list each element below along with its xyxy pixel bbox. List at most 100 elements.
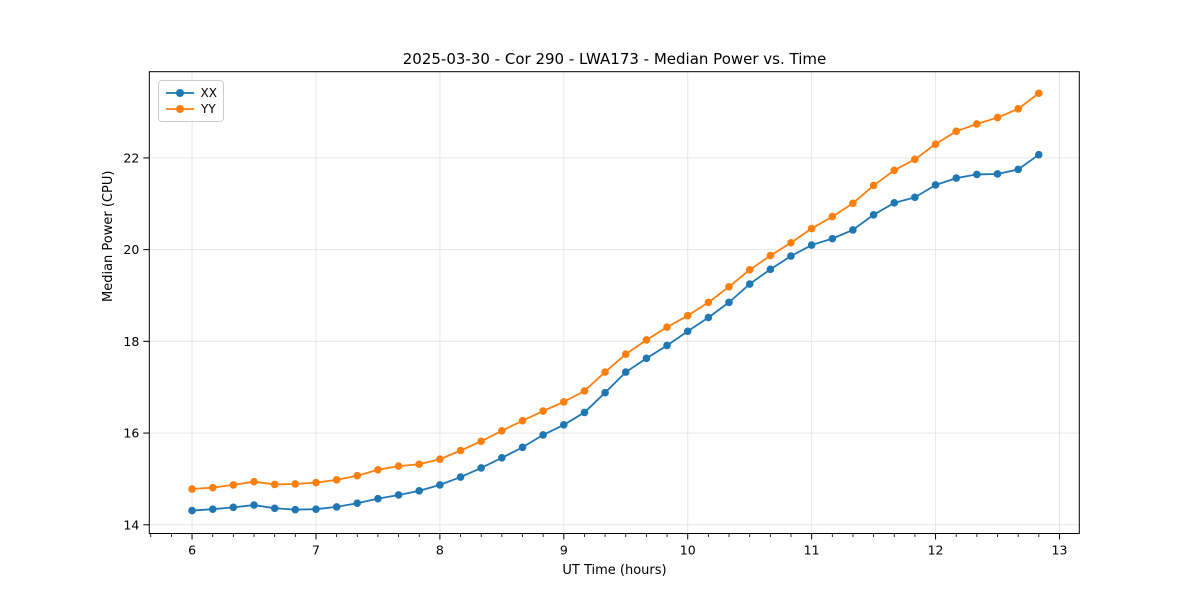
data-point-yy: [725, 282, 733, 291]
data-point-yy: [477, 437, 485, 446]
data-point-xx: [869, 210, 878, 219]
data-point-yy: [745, 266, 754, 274]
y-tick-label: 16: [123, 426, 139, 441]
data-point-xx: [601, 388, 609, 397]
data-point-xx: [394, 491, 403, 499]
data-point-xx: [580, 408, 589, 417]
data-point-yy: [642, 336, 651, 344]
x-tick-label: 8: [436, 543, 444, 558]
data-point-xx: [993, 170, 1002, 178]
legend-marker-xx-icon: [166, 89, 194, 97]
data-point-yy: [374, 465, 382, 474]
data-point-yy: [312, 478, 320, 487]
data-point-yy: [518, 416, 527, 425]
legend-item-yy: YY: [165, 101, 217, 117]
y-tick-label: 14: [123, 517, 139, 532]
data-point-yy: [807, 224, 816, 233]
x-axis-label: UT Time (hours): [562, 563, 667, 578]
data-point-xx: [518, 443, 527, 452]
series-line-xx: [191, 153, 1040, 512]
data-point-xx: [642, 354, 651, 363]
data-point-xx: [683, 327, 692, 336]
data-point-yy: [952, 127, 961, 136]
data-point-xx: [745, 280, 754, 288]
data-point-xx: [1014, 165, 1023, 174]
data-point-xx: [931, 181, 940, 189]
data-point-yy: [580, 387, 589, 395]
data-point-xx: [560, 421, 568, 429]
legend-dot: [176, 89, 184, 97]
x-tick-label: 12: [928, 543, 944, 558]
data-point-yy: [787, 238, 795, 247]
data-point-yy: [456, 446, 465, 455]
data-point-xx: [787, 252, 795, 260]
data-point-yy: [766, 251, 775, 260]
legend-item-xx: XX: [165, 85, 217, 101]
data-point-xx: [807, 241, 816, 249]
data-point-xx: [332, 503, 341, 511]
x-tick-label: 11: [804, 543, 820, 558]
data-point-xx: [849, 226, 857, 234]
data-point-xx: [828, 234, 837, 243]
y-tick-label: 20: [123, 242, 139, 257]
data-point-yy: [291, 480, 300, 488]
data-point-xx: [270, 504, 279, 513]
data-point-xx: [725, 298, 733, 307]
x-tick-label: 7: [312, 543, 320, 558]
data-point-yy: [270, 480, 279, 489]
data-point-xx: [291, 505, 300, 514]
data-point-yy: [394, 462, 403, 470]
data-point-yy: [601, 368, 609, 376]
data-point-yy: [890, 166, 899, 175]
x-tick-label: 10: [680, 543, 696, 558]
data-point-yy: [621, 350, 630, 358]
data-point-yy: [188, 485, 196, 493]
data-point-yy: [1014, 105, 1023, 113]
data-point-xx: [973, 170, 981, 179]
legend-dot: [176, 105, 184, 113]
y-tick-label: 22: [123, 150, 139, 165]
data-point-xx: [208, 505, 217, 513]
data-point-xx: [498, 454, 506, 462]
data-point-yy: [332, 476, 341, 484]
data-point-yy: [683, 311, 692, 320]
data-point-xx: [456, 473, 465, 481]
data-point-yy: [1034, 89, 1043, 98]
legend-label: YY: [201, 102, 216, 116]
data-point-xx: [766, 265, 775, 274]
data-point-xx: [477, 464, 485, 472]
series-line-yy: [191, 92, 1040, 490]
data-point-xx: [621, 368, 630, 376]
legend: XX YY: [158, 80, 224, 122]
data-point-yy: [828, 212, 837, 221]
data-point-xx: [890, 199, 899, 207]
data-point-yy: [415, 460, 423, 469]
data-point-xx: [374, 494, 382, 503]
data-point-yy: [704, 298, 713, 307]
legend-marker-yy-icon: [166, 105, 194, 113]
chart-title: 2025-03-30 - Cor 290 - LWA173 - Median P…: [402, 50, 827, 68]
plot-border: [148, 71, 1080, 534]
data-point-yy: [911, 155, 919, 164]
data-point-xx: [704, 313, 713, 322]
data-point-yy: [663, 323, 671, 331]
data-point-xx: [1034, 150, 1043, 159]
data-point-xx: [312, 505, 320, 513]
data-point-yy: [229, 481, 238, 489]
data-point-xx: [952, 174, 961, 182]
data-point-xx: [353, 499, 362, 508]
data-point-xx: [539, 431, 547, 439]
data-point-yy: [869, 181, 878, 190]
data-point-xx: [188, 506, 196, 515]
legend-label: XX: [200, 86, 217, 100]
data-point-xx: [250, 501, 258, 509]
data-point-yy: [931, 140, 940, 148]
data-point-yy: [539, 407, 547, 415]
x-tick-label: 13: [1052, 543, 1068, 558]
data-point-yy: [849, 199, 857, 208]
data-point-yy: [560, 398, 568, 406]
x-tick-label: 6: [188, 543, 196, 558]
data-point-yy: [208, 483, 217, 492]
